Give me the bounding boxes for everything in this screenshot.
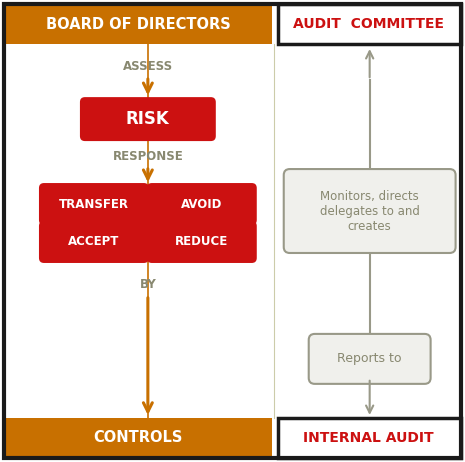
Text: INTERNAL AUDIT: INTERNAL AUDIT [303, 431, 434, 445]
Text: BOARD OF DIRECTORS: BOARD OF DIRECTORS [46, 17, 230, 32]
Text: AVOID: AVOID [181, 198, 223, 211]
FancyBboxPatch shape [39, 183, 149, 225]
Text: Monitors, directs
delegates to and
creates: Monitors, directs delegates to and creat… [320, 189, 419, 232]
Text: ASSESS: ASSESS [123, 60, 173, 73]
FancyBboxPatch shape [4, 4, 272, 44]
Text: RESPONSE: RESPONSE [113, 150, 183, 163]
FancyBboxPatch shape [80, 97, 216, 141]
Text: REDUCE: REDUCE [175, 236, 228, 249]
Text: Reports to: Reports to [338, 353, 402, 365]
Text: AUDIT  COMMITTEE: AUDIT COMMITTEE [293, 17, 444, 31]
FancyBboxPatch shape [278, 4, 461, 44]
FancyBboxPatch shape [39, 221, 149, 263]
FancyBboxPatch shape [309, 334, 431, 384]
FancyBboxPatch shape [147, 183, 257, 225]
FancyBboxPatch shape [4, 418, 272, 458]
Text: BY: BY [140, 279, 156, 292]
FancyBboxPatch shape [278, 418, 461, 458]
Text: TRANSFER: TRANSFER [59, 198, 129, 211]
FancyBboxPatch shape [284, 169, 456, 253]
Text: RISK: RISK [126, 110, 170, 128]
FancyBboxPatch shape [147, 221, 257, 263]
Text: ACCEPT: ACCEPT [68, 236, 120, 249]
Text: CONTROLS: CONTROLS [93, 430, 183, 445]
